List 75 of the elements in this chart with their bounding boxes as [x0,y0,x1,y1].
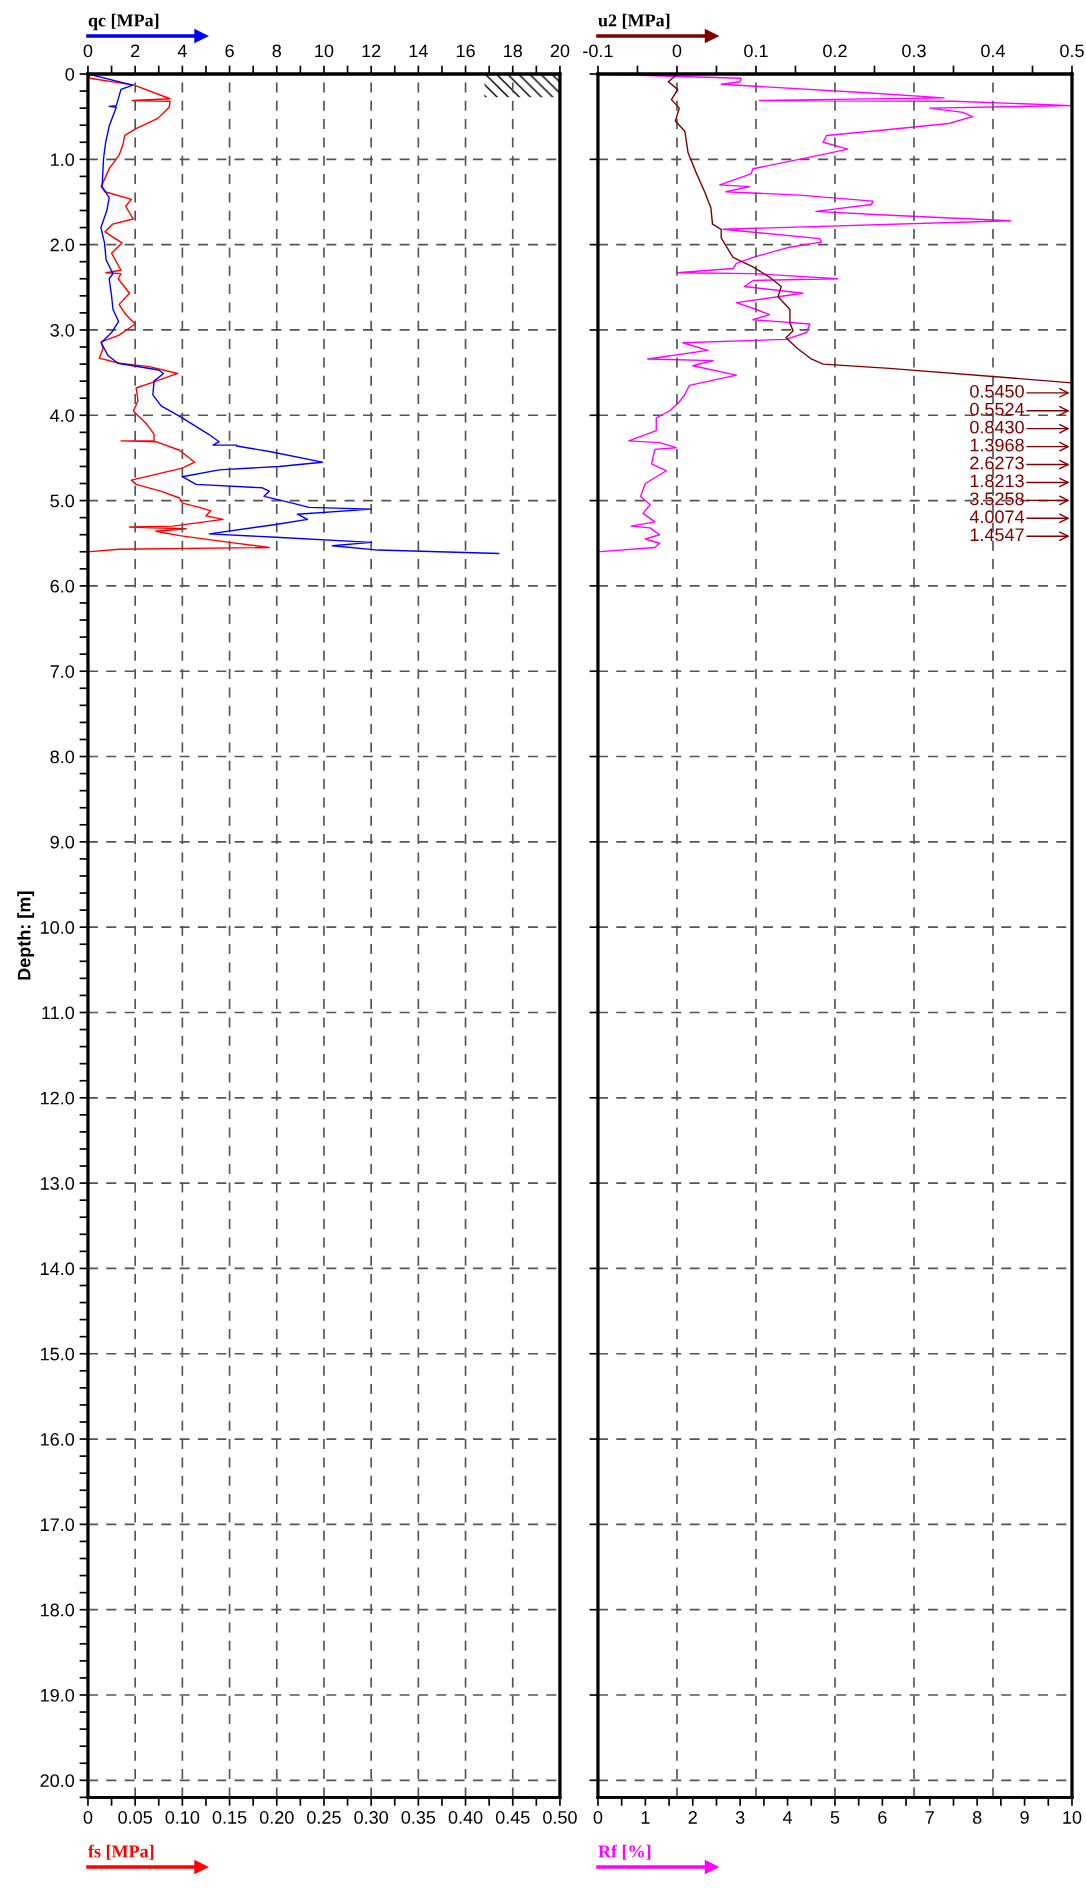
y-tick-label: 9.0 [50,835,75,849]
y-tick-label: 0 [65,67,75,81]
x2-tick-label: 8 [272,44,281,58]
text: fs [MPa] [88,1844,154,1860]
y-tick-label: 12.0 [41,1091,75,1105]
annotation: 0.5450 [970,384,1024,398]
annotation: 1.8213 [970,474,1024,488]
annotation: 0.8430 [970,420,1024,434]
x-tick-label: 7 [925,1811,934,1824]
annotation: 1.4547 [970,528,1024,542]
annotation: 1.3968 [970,438,1024,452]
x-tick-label: 0 [83,1811,93,1824]
y-tick-label: 7.0 [50,665,75,678]
text: qc [MPa] [88,13,159,31]
y-tick-label: 16.0 [41,1432,75,1446]
y-tick-label: 18.0 [41,1603,75,1617]
y-tick-label: 6.0 [50,579,75,593]
y-tick-label: 10.0 [41,921,75,934]
x2-tick-label: 0 [83,44,93,58]
x-tick-label: 6 [878,1811,887,1824]
y-tick-label: 15.0 [41,1347,75,1361]
x-tick-label: 4 [782,1811,793,1824]
annotation: 2.6273 [970,456,1024,470]
x-tick-label: 10 [1063,1811,1082,1824]
x-tick-label: 0.50 [543,1811,577,1824]
y-tick-label: 11.0 [42,1006,75,1020]
text: u2 [MPa] [598,13,670,29]
x2-tick-label: 0.2 [823,44,847,58]
x2-tick-label: 0.4 [981,44,1006,58]
x2-tick-label: 2 [131,44,140,58]
x2-tick-label: 10 [315,44,334,58]
x-tick-label: 0.35 [401,1811,436,1824]
x-tick-label: 0.05 [118,1811,152,1824]
y-tick-label: 19.0 [41,1688,75,1702]
x2-tick-label: 18 [504,44,522,58]
x-tick-label: 1 [641,1811,650,1824]
x2-tick-label: -0.1 [583,44,613,58]
y-tick-label: 3.0 [50,323,75,337]
x-tick-label: 0.25 [307,1811,341,1824]
x-tick-label: 0.45 [495,1811,530,1824]
y-tick-label: 14.0 [41,1262,75,1276]
annotation: 4.0074 [969,510,1025,524]
y-tick-label: 17.0 [41,1518,75,1532]
x-tick-label: 0.10 [165,1811,200,1824]
x-tick-label: 0.30 [354,1811,389,1824]
annotation: 3.5258 [970,492,1024,506]
x-tick-label: 0.20 [259,1811,294,1824]
x-tick-label: 2 [688,1811,697,1824]
y-tick-label: 20.0 [40,1774,75,1788]
x2-tick-label: 6 [225,44,234,58]
x-tick-label: 0.40 [448,1811,483,1824]
x2-tick-label: 0.3 [902,44,926,58]
y-tick-label: 5.0 [50,494,75,508]
annotation: 0.5524 [970,402,1025,416]
y-tick-label: 8.0 [50,750,75,764]
x2-tick-label: 4 [177,44,187,58]
text: Rf [%] [598,1844,651,1860]
x2-tick-label: 20 [550,44,570,58]
x-tick-label: 3 [735,1811,745,1824]
x-tick-label: 0.15 [212,1811,247,1824]
x2-tick-label: 0 [672,44,682,58]
x-tick-label: 9 [1020,1811,1029,1824]
x-tick-label: 8 [972,1811,982,1824]
y-tick-label: 13.0 [41,1177,75,1190]
y-tick-label: 2.0 [50,238,75,252]
x-tick-label: 5 [830,1811,840,1824]
y-axis-title: Depth: [m] [17,891,35,980]
x2-tick-label: 16 [456,44,475,58]
x2-tick-label: 14 [409,44,428,58]
x2-tick-label: 0.5 [1060,44,1084,58]
x2-tick-label: 12 [362,44,381,58]
y-tick-label: 1.0 [51,153,75,167]
x-tick-label: 0 [593,1811,603,1824]
y-tick-label: 4.0 [50,409,75,422]
x2-tick-label: 0.1 [744,44,768,58]
